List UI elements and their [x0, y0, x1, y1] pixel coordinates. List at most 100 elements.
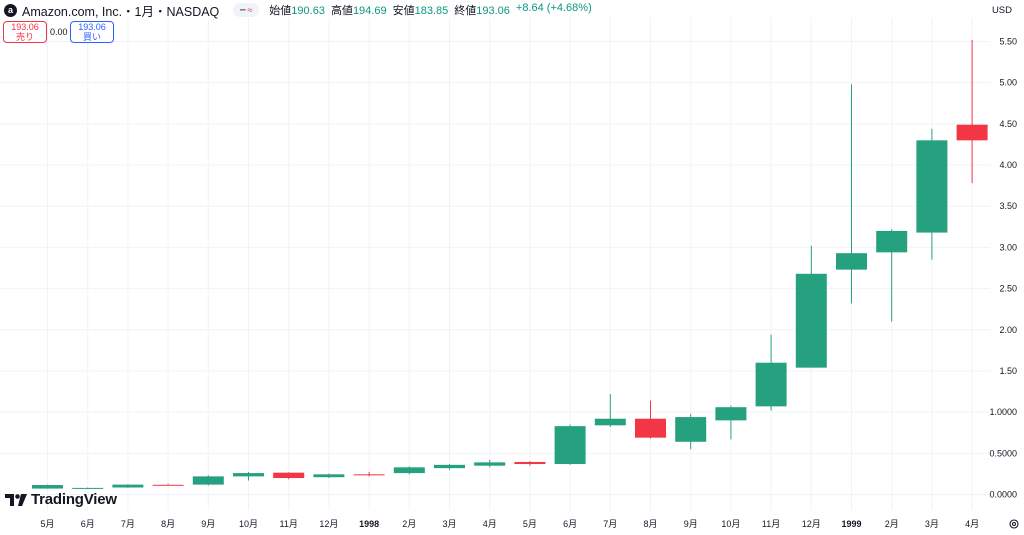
- candles: [32, 39, 988, 490]
- change-value: +8.64 (+4.68%): [515, 2, 592, 14]
- candle-body: [755, 362, 787, 407]
- time-tick-label: 10月: [239, 519, 258, 529]
- candle-body: [474, 462, 506, 466]
- candle-body: [353, 474, 385, 476]
- price-tick-label: 2.00: [999, 325, 1017, 335]
- low-value: 183.85: [414, 5, 449, 17]
- candle: [715, 405, 747, 440]
- time-tick-label: 7月: [603, 519, 617, 529]
- time-tick-label: 4月: [965, 519, 979, 529]
- buy-price: 193.06: [78, 22, 106, 32]
- candle-body: [112, 484, 144, 488]
- price-axis[interactable]: 0.0000 0.5000 1.0000 1.50 2.00 2.50 3.00 3.50 4.…: [989, 37, 1017, 500]
- high-value: 194.69: [352, 5, 387, 17]
- candle: [916, 128, 948, 260]
- candle-body: [192, 476, 224, 485]
- price-tick-label: 0.0000: [989, 490, 1017, 500]
- candle-body: [916, 140, 948, 233]
- candle: [755, 334, 787, 411]
- time-tick-label: 11月: [762, 519, 780, 529]
- time-tick-label: 5月: [523, 519, 537, 529]
- candle-body: [152, 484, 184, 486]
- candle-body: [32, 485, 63, 489]
- grid-lines: [0, 18, 990, 510]
- candle: [514, 461, 546, 466]
- low-label: 安値: [392, 5, 415, 17]
- close-value: 193.06: [476, 5, 510, 17]
- candle: [795, 245, 827, 368]
- sell-button[interactable]: 193.06 売り: [3, 21, 47, 43]
- candle: [474, 459, 506, 468]
- candle-body: [434, 464, 465, 469]
- candle: [876, 229, 908, 322]
- high-label: 高値: [330, 5, 353, 17]
- candle-body: [956, 124, 988, 141]
- time-tick-label: 8月: [161, 519, 175, 529]
- candle-body: [635, 418, 666, 438]
- price-tick-label: 3.50: [999, 201, 1017, 211]
- candle-body: [273, 472, 305, 479]
- settings-icon[interactable]: [1008, 518, 1020, 530]
- candle-body: [836, 253, 867, 270]
- buy-button[interactable]: 193.06 買い: [70, 21, 114, 43]
- time-tick-label: 1999: [841, 519, 861, 529]
- currency-label[interactable]: USD: [991, 5, 1012, 16]
- candle: [635, 400, 666, 439]
- candle: [353, 471, 385, 477]
- candle-body: [675, 417, 707, 442]
- brand-name: TradingView: [31, 491, 117, 508]
- open-label: 始値: [269, 5, 292, 17]
- price-tick-label: 1.0000: [989, 407, 1017, 417]
- buy-label: 買い: [82, 32, 101, 42]
- time-tick-label: 6月: [563, 519, 577, 529]
- time-tick-label: 3月: [442, 519, 456, 529]
- time-tick-label: 7月: [121, 519, 135, 529]
- candle-body: [393, 467, 425, 474]
- open-value: 190.63: [291, 5, 325, 17]
- candle: [313, 473, 345, 479]
- price-tick-label: 4.50: [999, 119, 1017, 129]
- time-tick-label: 12月: [802, 519, 821, 529]
- time-tick-label: 4月: [483, 519, 497, 529]
- candle: [434, 464, 465, 470]
- time-tick-label: 5月: [40, 519, 54, 529]
- time-axis[interactable]: 5月 6月 7月 8月 9月 10月 11月 12月 1998 2月 3月 4月 5月 6月 7月 8月 9月 1…: [40, 519, 979, 529]
- candle-body: [715, 407, 747, 421]
- sell-label: 売り: [15, 32, 34, 42]
- time-tick-label: 3月: [925, 519, 939, 529]
- time-tick-label: 2月: [885, 519, 899, 529]
- time-tick-label: 2月: [402, 519, 416, 529]
- price-tick-label: 0.5000: [989, 448, 1017, 458]
- spread-value: 0.00: [50, 27, 68, 37]
- chart-header: a Amazon.com, Inc.・1月・NASDAQ ━ ≈ 始値190.6…: [0, 0, 990, 20]
- candle: [152, 483, 184, 486]
- symbol-title[interactable]: Amazon.com, Inc.・1月・NASDAQ: [22, 4, 220, 19]
- candle-body: [514, 461, 546, 465]
- candle: [956, 39, 988, 184]
- time-tick-label: 1998: [359, 519, 379, 529]
- tradingview-logo[interactable]: TradingView: [5, 491, 117, 508]
- candle-body: [233, 473, 264, 477]
- candle-body: [72, 487, 104, 489]
- time-tick-label: 11月: [280, 519, 298, 529]
- price-tick-label: 3.00: [999, 242, 1017, 252]
- candle: [273, 472, 305, 480]
- candle: [836, 84, 867, 304]
- approx-icon: ≈: [247, 4, 253, 15]
- price-tick-label: 5.00: [999, 78, 1017, 88]
- candle: [393, 466, 425, 475]
- price-tick-label: 2.50: [999, 284, 1017, 294]
- candle-body: [554, 426, 586, 465]
- price-tick-label: 4.00: [999, 160, 1017, 170]
- candle-body: [876, 230, 908, 253]
- minus-icon: ━: [240, 4, 246, 15]
- company-logo[interactable]: a: [4, 3, 17, 17]
- candle: [594, 394, 626, 427]
- candle: [112, 484, 144, 488]
- time-tick-label: 9月: [201, 519, 215, 529]
- time-tick-label: 9月: [684, 519, 698, 529]
- price-tick-label: 5.50: [999, 37, 1017, 47]
- candle: [192, 475, 224, 486]
- compare-toggle[interactable]: ━ ≈: [233, 3, 260, 17]
